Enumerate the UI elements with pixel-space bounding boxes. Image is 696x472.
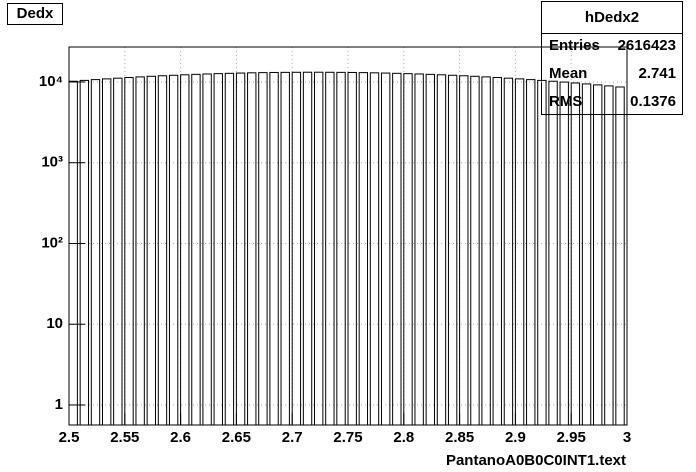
y-tick-label: 10⁴ (39, 73, 63, 90)
stats-box: hDedx2 (541, 1, 683, 115)
y-tick-label: 10² (41, 234, 63, 251)
x-axis-label: PantanoA0B0C0INT1.text (446, 452, 626, 469)
x-tick-label: 2.75 (333, 429, 362, 446)
y-tick-label: 1 (55, 396, 63, 413)
stats-value: 2616423 (618, 37, 676, 54)
x-tick-label: 2.55 (110, 429, 139, 446)
stats-label: RMS (549, 93, 582, 110)
y-tick-label: 10 (46, 315, 63, 332)
chart-title: Dedx (17, 5, 54, 22)
stats-label: Entries (549, 37, 600, 54)
stats-frame (541, 1, 683, 115)
stats-value: 2.741 (638, 65, 676, 82)
y-tick-label: 10³ (41, 154, 63, 171)
title-box (7, 3, 63, 25)
x-tick-label: 2.5 (59, 429, 80, 446)
stats-label: Mean (549, 65, 587, 82)
x-tick-label: 2.65 (222, 429, 251, 446)
x-tick-label: 3 (623, 429, 631, 446)
x-tick-label: 2.9 (505, 429, 526, 446)
stats-value: 0.1376 (630, 93, 676, 110)
x-tick-label: 2.8 (393, 429, 414, 446)
stats-title: hDedx2 (585, 9, 639, 26)
x-tick-label: 2.7 (282, 429, 303, 446)
x-tick-label: 2.6 (170, 429, 191, 446)
x-tick-label: 2.85 (445, 429, 474, 446)
x-tick-label: 2.95 (557, 429, 586, 446)
